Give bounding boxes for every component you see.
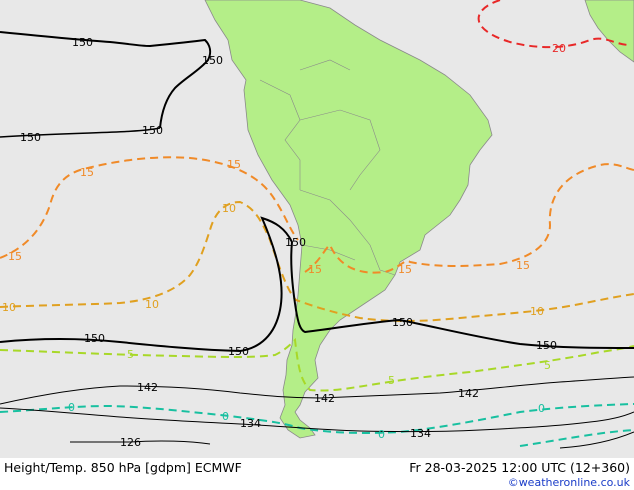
height-150-main xyxy=(0,216,634,353)
label-height-142: 142 xyxy=(314,392,335,405)
height-142 xyxy=(0,376,634,405)
isotherm-20 xyxy=(477,0,631,49)
label-isotherm-10: 10 xyxy=(2,301,16,314)
map-title: Height/Temp. 850 hPa [gdpm] ECMWF xyxy=(4,460,242,475)
label-isotherm-0: 0 xyxy=(378,428,385,441)
label-height-150: 150 xyxy=(228,345,249,358)
label-isotherm-15: 15 xyxy=(80,166,94,179)
height-134 xyxy=(0,407,634,433)
credit-link[interactable]: ©weatheronline.co.uk xyxy=(507,476,630,489)
label-isotherm-15: 15 xyxy=(8,250,22,263)
label-height-150: 150 xyxy=(392,316,413,329)
isotherm-5 xyxy=(0,337,634,392)
label-isotherm-15: 15 xyxy=(227,158,241,171)
country-borders xyxy=(259,59,396,276)
label-height-126: 126 xyxy=(120,436,141,449)
label-height-150: 150 xyxy=(72,36,93,49)
label-height-150: 150 xyxy=(285,236,306,249)
label-isotherm-0: 0 xyxy=(222,410,229,423)
label-isotherm-5: 5 xyxy=(127,348,134,361)
label-height-134: 134 xyxy=(240,417,261,430)
height-150-west xyxy=(0,127,161,138)
height-150-north xyxy=(0,31,212,129)
label-isotherm-15: 15 xyxy=(398,263,412,276)
label-isotherm-10: 10 xyxy=(145,298,159,311)
south-america-landmass xyxy=(204,0,493,439)
label-isotherm-0: 0 xyxy=(68,401,75,414)
map-canvas: 150 150 150 150 150 150 150 150 150 142 … xyxy=(0,0,634,458)
label-height-150: 150 xyxy=(20,131,41,144)
label-isotherm-15: 15 xyxy=(516,259,530,272)
label-height-134: 134 xyxy=(410,427,431,440)
label-isotherm-5: 5 xyxy=(544,359,551,372)
label-height-150: 150 xyxy=(84,332,105,345)
map-footer: Height/Temp. 850 hPa [gdpm] ECMWF Fr 28-… xyxy=(0,458,634,490)
label-height-150: 150 xyxy=(536,339,557,352)
height-126 xyxy=(70,440,211,445)
height-126-se xyxy=(559,431,634,449)
label-isotherm-10: 10 xyxy=(530,305,544,318)
africa-landmass xyxy=(584,0,634,63)
valid-time: Fr 28-03-2025 12:00 UTC (12+360) xyxy=(409,460,630,475)
label-height-150: 150 xyxy=(202,54,223,67)
isotherm-0 xyxy=(0,403,634,434)
isotherm-15-east xyxy=(304,163,634,274)
label-isotherm-5: 5 xyxy=(388,374,395,387)
weather-map: 150 150 150 150 150 150 150 150 150 142 … xyxy=(0,0,634,458)
label-isotherm-20: 20 xyxy=(552,42,566,55)
contour-labels: 150 150 150 150 150 150 150 150 150 142 … xyxy=(2,36,566,449)
label-isotherm-0: 0 xyxy=(538,402,545,415)
label-isotherm-15: 15 xyxy=(308,263,322,276)
label-height-142: 142 xyxy=(458,387,479,400)
label-height-150: 150 xyxy=(142,124,163,137)
label-isotherm-10: 10 xyxy=(222,202,236,215)
isotherm-0-se xyxy=(519,429,634,447)
isotherm-15-west xyxy=(0,156,299,259)
label-height-142: 142 xyxy=(137,381,158,394)
